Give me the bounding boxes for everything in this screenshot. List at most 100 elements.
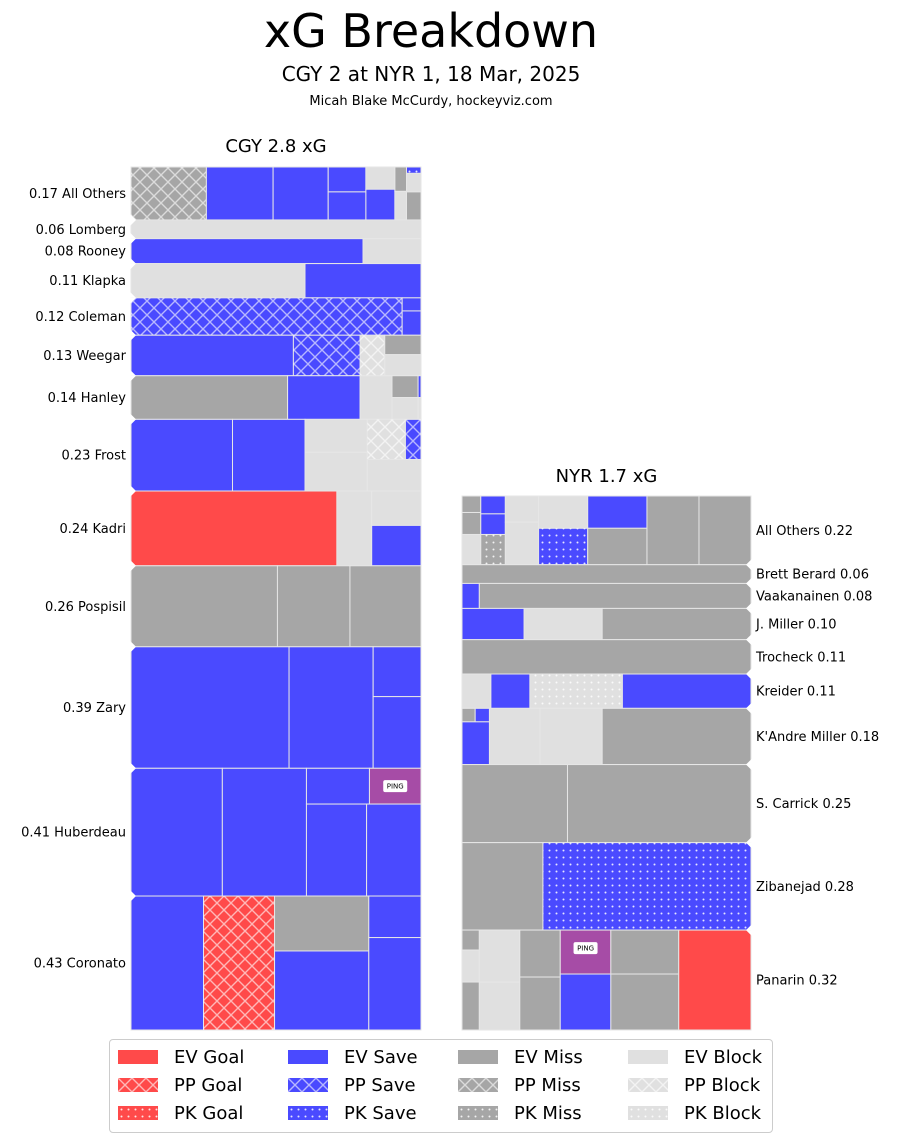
shot-cell-ev-save xyxy=(288,646,374,769)
player-row xyxy=(461,602,752,641)
player-label: K'Andre Miller 0.18 xyxy=(756,730,879,745)
legend-item: PK Miss xyxy=(458,1100,582,1126)
shot-cell-ev-save xyxy=(327,191,367,221)
shot-cell-ev-block xyxy=(488,707,541,766)
legend-item: PP Goal xyxy=(118,1072,242,1098)
shot-cell-ev-save xyxy=(461,607,525,641)
player-row xyxy=(461,836,752,931)
player-label: Kreider 0.11 xyxy=(756,685,836,700)
team-title-nyr: NYR 1.7 xG xyxy=(555,466,658,487)
shot-cell-ev-miss xyxy=(391,375,419,399)
legend-item: EV Save xyxy=(288,1044,418,1070)
chart-credit: Micah Blake McCurdy, hockeyviz.com xyxy=(309,94,553,109)
player-row xyxy=(461,633,752,675)
player-label: 0.13 Weegar xyxy=(43,349,126,364)
shot-cell-ev-miss xyxy=(461,764,568,844)
legend-swatch-pk-goal xyxy=(118,1106,158,1120)
shot-cell-ev-miss xyxy=(461,981,480,1031)
chart-subtitle: CGY 2 at NYR 1, 18 Mar, 2025 xyxy=(281,62,581,86)
penalty-badge xyxy=(573,942,598,955)
shot-cell-ev-save xyxy=(272,166,329,221)
shot-cell-ev-save xyxy=(461,582,480,609)
legend-swatch-ev-goal xyxy=(118,1050,158,1064)
shot-cell-ev-save xyxy=(417,375,422,399)
shot-cell-ev-miss xyxy=(461,842,544,931)
legend-item: EV Goal xyxy=(118,1044,244,1070)
row-notch xyxy=(746,602,752,609)
shot-cell-ev-save xyxy=(461,721,490,766)
row-notch xyxy=(130,257,136,264)
legend: EV Goal EV Save EV Miss EV Block PP Goal PP S… xyxy=(109,1039,773,1133)
player-row xyxy=(130,890,422,1031)
player-row xyxy=(130,291,422,336)
player-label: Panarin 0.32 xyxy=(756,974,838,989)
player-row xyxy=(461,668,752,709)
shot-cell-ev-save xyxy=(221,767,307,897)
legend-label: PP Save xyxy=(344,1074,416,1096)
row-notch xyxy=(130,238,136,245)
row-notch xyxy=(746,558,752,565)
row-notch xyxy=(130,291,136,298)
shot-cell-ev-block xyxy=(461,533,482,566)
player-row xyxy=(461,495,752,566)
shot-cell-ev-block xyxy=(504,495,540,523)
shot-cell-ev-block xyxy=(523,607,603,641)
shot-cell-ev-miss xyxy=(610,973,680,1031)
shot-cell-ev-save xyxy=(130,646,290,769)
shot-cell-ev-block xyxy=(391,397,419,420)
shot-cell-ev-save xyxy=(559,973,612,1031)
shot-cell-ev-block xyxy=(417,397,422,420)
legend-swatch-pp-goal xyxy=(118,1078,158,1092)
shot-cell-ev-block xyxy=(478,981,521,1031)
team-title-cgy: CGY 2.8 xG xyxy=(225,136,327,157)
shot-cell-ev-miss xyxy=(461,511,482,535)
shot-cell-ev-block xyxy=(366,458,422,492)
row-notch xyxy=(746,764,752,771)
shot-cell-ev-block xyxy=(304,451,368,492)
player-row xyxy=(130,166,422,221)
shot-cell-ev-block xyxy=(362,238,422,265)
row-notch xyxy=(746,577,752,584)
shot-cell-ev-save xyxy=(130,334,294,377)
shot-cell-ev-save xyxy=(365,188,396,221)
legend-item: PK Save xyxy=(288,1100,417,1126)
pp-pattern-overlay xyxy=(293,335,361,376)
player-label: S. Carrick 0.25 xyxy=(756,797,851,812)
legend-swatch-pp-save xyxy=(288,1078,328,1092)
row-notch xyxy=(746,564,752,571)
shot-cell-ev-miss xyxy=(698,495,752,566)
shot-cell-ev-save xyxy=(372,696,422,769)
shot-cell-ev-miss xyxy=(478,582,752,609)
player-label: 0.43 Coronato xyxy=(34,957,126,972)
pk-pattern-overlay xyxy=(406,167,421,174)
row-notch xyxy=(130,297,136,304)
row-notch xyxy=(746,836,752,843)
legend-label: PP Miss xyxy=(514,1074,581,1096)
legend-label: PK Goal xyxy=(174,1102,244,1124)
shot-cell-ev-miss xyxy=(461,707,476,723)
pk-pattern-overlay xyxy=(538,528,588,565)
shot-cell-ev-block xyxy=(538,495,589,529)
player-label: Brett Berard 0.06 xyxy=(756,568,869,583)
shot-cell-ev-miss xyxy=(276,565,351,648)
shot-cell-ev-block xyxy=(461,673,492,709)
legend-item: PK Block xyxy=(628,1100,761,1126)
penalty-label: PING xyxy=(387,783,404,791)
player-label: Zibanejad 0.28 xyxy=(756,880,854,895)
shot-cell-ev-save xyxy=(130,767,223,897)
row-notch xyxy=(746,608,752,615)
shot-cell-ev-miss xyxy=(349,565,422,648)
player-label: All Others 0.22 xyxy=(756,524,853,539)
legend-item: EV Block xyxy=(628,1044,762,1070)
shot-cell-ev-miss xyxy=(601,607,752,641)
legend-swatch-ev-block xyxy=(628,1050,668,1064)
player-row xyxy=(130,257,422,299)
shot-cell-ev-miss xyxy=(274,895,370,952)
row-notch xyxy=(130,335,136,342)
player-row xyxy=(130,485,422,567)
shot-cell-ev-save xyxy=(205,166,274,221)
shot-cell-ev-block xyxy=(394,190,407,221)
shot-cell-ev-miss xyxy=(566,764,752,844)
legend-item: PP Miss xyxy=(458,1072,581,1098)
pk-pattern-overlay xyxy=(480,534,506,565)
